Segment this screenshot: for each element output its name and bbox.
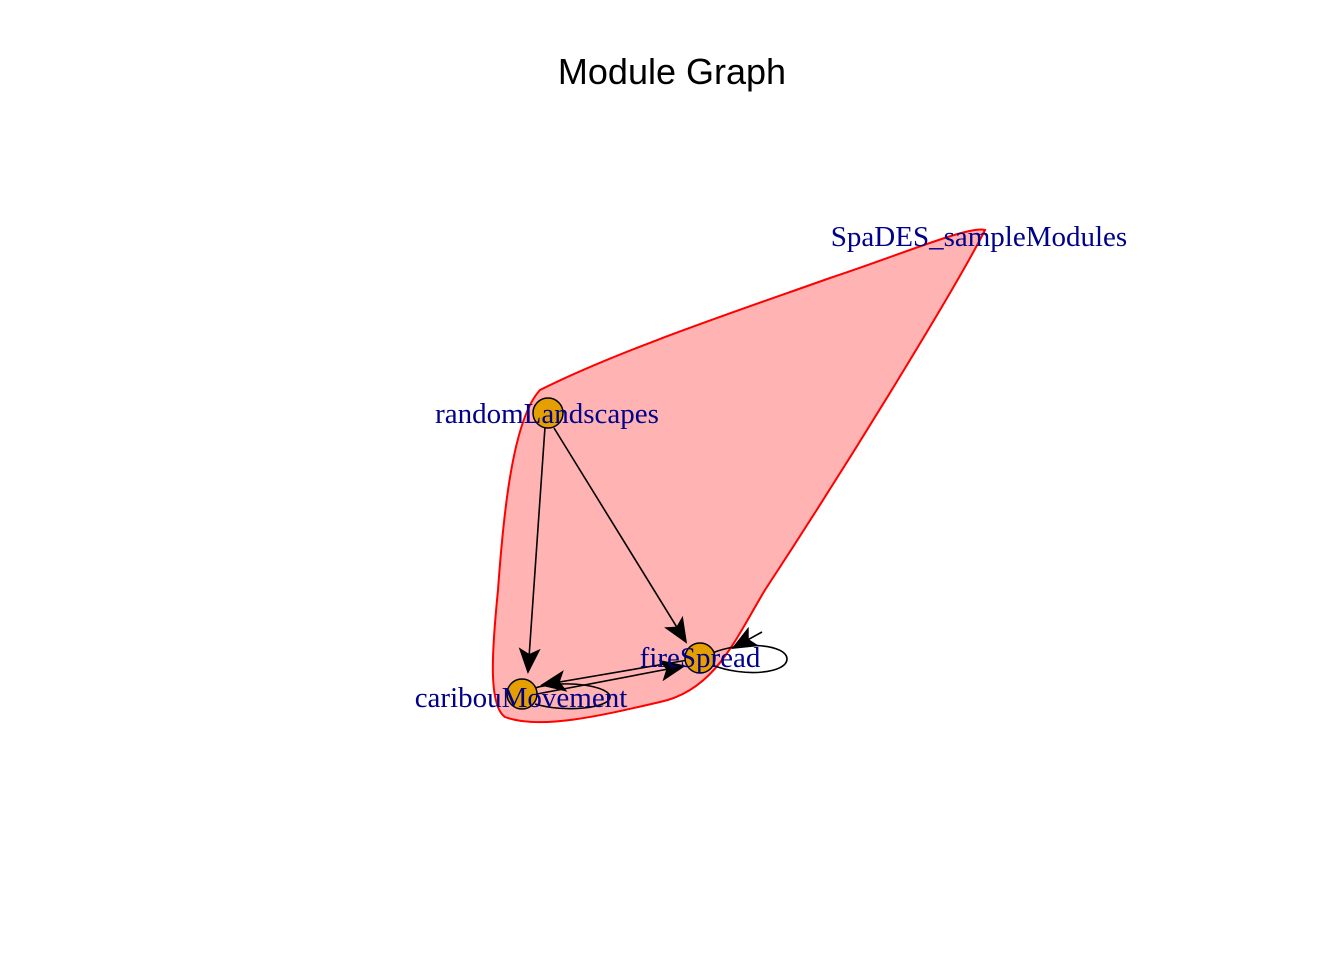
graph-title: Module Graph [558, 51, 786, 92]
vertex-cariboumovement [506, 678, 538, 710]
edge-randomlandscapes-to-firespread [553, 427, 688, 644]
module-group-hull [491, 228, 987, 724]
edge-firespread-self-loop [711, 644, 788, 674]
edge-spades-samplemodules-to-firespread [731, 626, 763, 649]
vertex-label-cariboumovement: caribouMovement [415, 682, 628, 714]
vertices-layer [506, 397, 716, 710]
vertex-firespread [684, 642, 716, 674]
labels-layer: SpaDES_sampleModules randomLandscapes fi… [415, 221, 1128, 714]
edges-layer [518, 426, 788, 710]
edge-randomlandscapes-to-cariboumovement [518, 426, 546, 674]
vertex-label-randomlandscapes: randomLandscapes [435, 398, 659, 430]
vertex-label-firespread: fireSpread [640, 642, 761, 674]
vertex-randomlandscapes [532, 397, 564, 429]
edge-cariboumovement-to-firespread [536, 659, 686, 695]
vertex-label-spades-samplemodules: SpaDES_sampleModules [831, 221, 1127, 253]
edge-cariboumovement-self-loop [534, 683, 611, 710]
